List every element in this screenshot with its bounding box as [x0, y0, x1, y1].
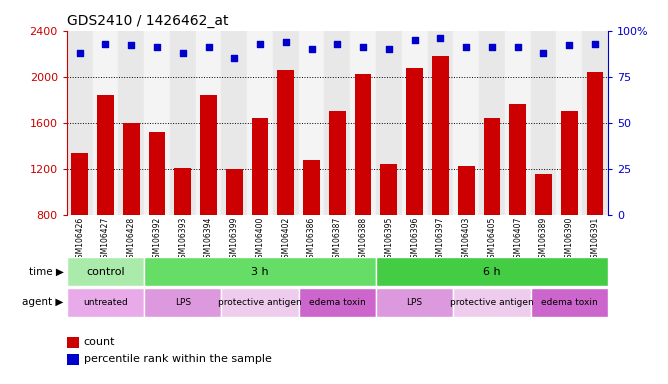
- Bar: [530, 31, 556, 215]
- Bar: [67, 288, 144, 317]
- Bar: [123, 123, 140, 215]
- Point: [435, 35, 446, 41]
- Bar: [325, 31, 350, 215]
- Text: protective antigen: protective antigen: [450, 298, 534, 307]
- Bar: [587, 72, 603, 215]
- Bar: [71, 153, 88, 215]
- Bar: [484, 118, 500, 215]
- Bar: [221, 31, 247, 215]
- Point: [100, 41, 111, 47]
- Bar: [355, 74, 371, 215]
- Text: edema toxin: edema toxin: [541, 298, 598, 307]
- Text: untreated: untreated: [83, 298, 128, 307]
- Point: [178, 50, 188, 56]
- Point: [409, 37, 420, 43]
- Point: [126, 42, 136, 48]
- Bar: [479, 31, 505, 215]
- Text: percentile rank within the sample: percentile rank within the sample: [84, 354, 271, 364]
- Bar: [432, 56, 449, 215]
- Bar: [174, 168, 191, 215]
- Bar: [458, 166, 474, 215]
- Bar: [277, 70, 294, 215]
- Bar: [381, 164, 397, 215]
- Point: [203, 44, 214, 50]
- Point: [74, 50, 85, 56]
- Point: [538, 50, 549, 56]
- Bar: [170, 31, 196, 215]
- Point: [564, 42, 574, 48]
- Point: [152, 44, 162, 50]
- Bar: [144, 288, 221, 317]
- Text: protective antigen: protective antigen: [218, 298, 302, 307]
- Bar: [350, 31, 376, 215]
- Bar: [509, 104, 526, 215]
- Bar: [93, 31, 118, 215]
- Text: control: control: [86, 266, 125, 277]
- Bar: [221, 288, 299, 317]
- Text: agent ▶: agent ▶: [22, 297, 63, 308]
- Bar: [401, 31, 428, 215]
- Bar: [556, 31, 582, 215]
- Bar: [535, 174, 552, 215]
- Text: edema toxin: edema toxin: [309, 298, 365, 307]
- Bar: [144, 31, 170, 215]
- Point: [306, 46, 317, 52]
- Point: [358, 44, 369, 50]
- Bar: [200, 95, 217, 215]
- Text: 6 h: 6 h: [483, 266, 501, 277]
- Point: [590, 41, 601, 47]
- Text: count: count: [84, 337, 115, 347]
- Text: LPS: LPS: [407, 298, 423, 307]
- Bar: [505, 31, 530, 215]
- Bar: [226, 169, 242, 215]
- Bar: [303, 160, 320, 215]
- Point: [383, 46, 394, 52]
- Bar: [299, 288, 376, 317]
- Bar: [144, 257, 376, 286]
- Text: time ▶: time ▶: [29, 266, 63, 277]
- Bar: [329, 111, 346, 215]
- Point: [512, 44, 523, 50]
- Bar: [148, 132, 166, 215]
- Bar: [376, 31, 401, 215]
- Bar: [252, 118, 269, 215]
- Point: [229, 55, 240, 61]
- Bar: [561, 111, 578, 215]
- Point: [461, 44, 472, 50]
- Bar: [376, 288, 454, 317]
- Point: [281, 39, 291, 45]
- Bar: [406, 68, 423, 215]
- Bar: [118, 31, 144, 215]
- Bar: [454, 31, 479, 215]
- Bar: [454, 288, 530, 317]
- Bar: [273, 31, 299, 215]
- Bar: [428, 31, 454, 215]
- Bar: [247, 31, 273, 215]
- Bar: [376, 257, 608, 286]
- Bar: [67, 31, 93, 215]
- Bar: [196, 31, 221, 215]
- Text: 3 h: 3 h: [251, 266, 269, 277]
- Point: [486, 44, 497, 50]
- Bar: [299, 31, 325, 215]
- Bar: [67, 257, 144, 286]
- Point: [332, 41, 343, 47]
- Bar: [582, 31, 608, 215]
- Bar: [97, 95, 114, 215]
- Text: GDS2410 / 1426462_at: GDS2410 / 1426462_at: [67, 14, 228, 28]
- Bar: [530, 288, 608, 317]
- Point: [255, 41, 265, 47]
- Text: LPS: LPS: [175, 298, 191, 307]
